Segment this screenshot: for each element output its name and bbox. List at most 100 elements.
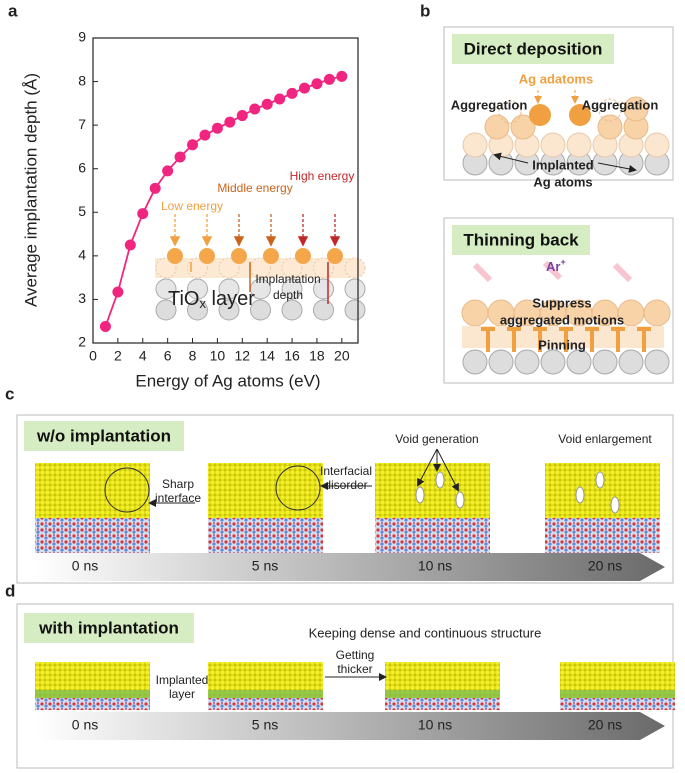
- implanted-layer: [208, 690, 323, 700]
- substrate: [208, 518, 323, 553]
- atom: [461, 299, 489, 327]
- void: [435, 471, 445, 489]
- time-arrow: [35, 712, 665, 740]
- atom: [281, 257, 303, 279]
- ion-label: Ar+: [546, 257, 566, 274]
- caption: Keeping dense and continuous structure: [309, 625, 542, 640]
- data-point: [249, 103, 261, 115]
- x-tick-label: 6: [164, 348, 172, 364]
- atom: [344, 299, 366, 321]
- data-point: [236, 110, 248, 122]
- zoom: [104, 467, 150, 513]
- ag-atom: [263, 248, 279, 264]
- layer-rest: layer: [206, 288, 255, 310]
- ion-beam: [542, 260, 563, 281]
- atom: [155, 257, 177, 279]
- label: aggregated motions: [500, 312, 624, 327]
- void: [415, 486, 425, 504]
- substrate: [545, 518, 660, 553]
- depth-label: Implantation: [255, 272, 320, 286]
- atom: [566, 132, 592, 158]
- data-point: [274, 93, 286, 105]
- atom: [623, 96, 649, 122]
- simulation-snapshots: 0 ns 5 ns 10 ns 20 ns: [35, 448, 665, 581]
- atom: [514, 349, 540, 375]
- atom: [218, 299, 240, 321]
- title: Direct deposition: [464, 39, 603, 58]
- atom: [529, 104, 551, 126]
- x-tick-label: 18: [309, 348, 325, 364]
- simulation-snapshots: 0 ns 5 ns 10 ns 20 ns: [35, 662, 675, 740]
- y-tick-label: 6: [78, 159, 86, 175]
- x-tick-label: 20: [334, 348, 350, 364]
- atom: [187, 299, 208, 321]
- atom: [155, 299, 177, 321]
- inset-labels: Low energy Middle energy High energy Imp…: [161, 169, 354, 311]
- plot-frame: [92, 37, 359, 344]
- x-tick-label: 2: [114, 348, 122, 364]
- time-label: 20 ns: [588, 558, 622, 574]
- time-label: 20 ns: [588, 717, 622, 733]
- x-tick-label: 4: [139, 348, 147, 364]
- title: with implantation: [38, 618, 179, 637]
- substrate: [35, 698, 150, 710]
- x-axis-title: Energy of Ag atoms (eV): [135, 371, 320, 390]
- atom: [597, 114, 623, 140]
- data-point: [162, 165, 174, 177]
- substrate: [35, 518, 150, 553]
- arrow: [493, 152, 529, 164]
- x-tick-label: 0: [89, 348, 97, 364]
- label: Sharp: [162, 477, 194, 491]
- atom: [462, 132, 488, 158]
- label: Ag adatoms: [519, 71, 593, 86]
- title: w/o implantation: [36, 426, 171, 445]
- time-label: 0 ns: [72, 558, 98, 574]
- void: [455, 491, 465, 509]
- atom: [618, 349, 644, 375]
- time-label: 10 ns: [418, 558, 452, 574]
- atom: [540, 349, 566, 375]
- data-point: [187, 139, 199, 151]
- atom: [540, 132, 566, 158]
- x-tick-label: 14: [259, 348, 275, 364]
- x-tick-label: 8: [189, 348, 197, 364]
- implanted-layer: [35, 690, 150, 698]
- atom: [218, 257, 240, 279]
- ag-film: [545, 463, 660, 518]
- ion-base: Ar: [546, 259, 560, 274]
- data-point: [149, 182, 161, 194]
- depth-label: depth: [273, 288, 303, 302]
- data-point: [112, 286, 124, 298]
- label: Pinning: [538, 337, 586, 352]
- label: Ag atoms: [533, 174, 592, 189]
- layer-label: TiOx layer: [168, 288, 255, 311]
- label: Void generation: [395, 432, 478, 446]
- atom: [344, 278, 366, 300]
- layer-base: TiO: [168, 288, 199, 310]
- ag-atom: [327, 248, 343, 264]
- atom: [462, 349, 488, 375]
- label: disorder: [324, 478, 367, 492]
- panel-label: b: [420, 1, 430, 20]
- data-point: [286, 87, 298, 99]
- ag-atom: [295, 248, 311, 264]
- label: Interfacial: [320, 464, 372, 478]
- atom: [569, 104, 591, 126]
- panel-label: d: [5, 581, 15, 600]
- data-point: [224, 116, 236, 128]
- label: thicker: [337, 662, 372, 676]
- y-tick-label: 7: [78, 116, 86, 132]
- title-bg: [452, 34, 614, 64]
- panel-label: a: [8, 1, 18, 20]
- data-point: [311, 78, 323, 90]
- y-tick-label: 9: [78, 29, 86, 45]
- label: Aggregation: [582, 97, 659, 112]
- substrate: [385, 698, 500, 710]
- void: [575, 486, 585, 504]
- y-tick-label: 8: [78, 72, 86, 88]
- box: [16, 414, 674, 584]
- atom: [484, 114, 510, 140]
- label: interface: [155, 491, 201, 505]
- void: [610, 496, 620, 514]
- arrow: [417, 448, 438, 487]
